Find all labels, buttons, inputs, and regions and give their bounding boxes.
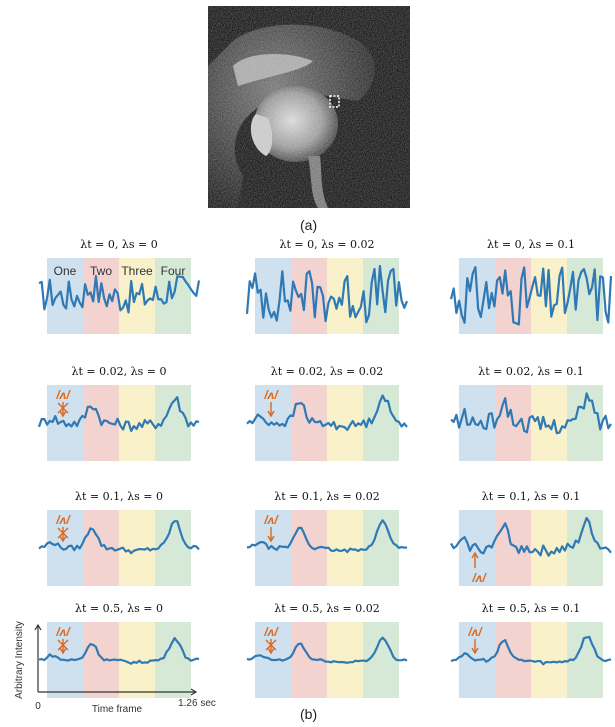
intensity-signal-line — [246, 636, 408, 664]
cross-icon — [57, 402, 69, 414]
panel-r4-c3: λt = 0.5, λs = 0.1/ʌ/ — [450, 602, 612, 698]
panel-title: λt = 0.1, λs = 0 — [75, 490, 163, 503]
intensity-signal-line — [37, 396, 200, 432]
segment-label-four: Four — [161, 264, 186, 278]
panel-title: λt = 0.5, λs = 0.02 — [274, 602, 379, 615]
panel-r1-c2: λt = 0, λs = 0.02 — [245, 238, 409, 334]
intensity-signal-line — [450, 516, 612, 557]
phoneme-annotation: /ʌ/ — [263, 513, 279, 527]
segment-band-3 — [119, 258, 155, 334]
intensity-signal-line — [38, 275, 201, 314]
segment-band-4 — [155, 385, 191, 461]
phoneme-annotation: /ʌ/ — [263, 625, 279, 639]
mri-image — [208, 6, 410, 208]
intensity-signal-line — [450, 392, 612, 435]
panel-title: λt = 0.5, λs = 0 — [75, 602, 163, 615]
segment-band-3 — [531, 622, 567, 698]
segment-band-2 — [291, 258, 327, 334]
phoneme-annotation: /ʌ/ — [55, 388, 71, 402]
panel-title: λt = 0.1, λs = 0.1 — [482, 490, 580, 503]
panel-title: λt = 0, λs = 0.1 — [487, 238, 575, 251]
panel-r1-c3: λt = 0, λs = 0.1 — [449, 238, 613, 334]
intensity-signal-line — [246, 519, 408, 554]
y-axis-arrow-icon — [34, 623, 42, 631]
panel-title: λt = 0, λs = 0 — [80, 238, 157, 251]
panel-r4-c2: λt = 0.5, λs = 0.02/ʌ/ — [246, 602, 408, 698]
cross-icon — [57, 527, 69, 539]
segment-band-3 — [531, 385, 567, 461]
panel-r3-c2: λt = 0.1, λs = 0.02/ʌ/ — [246, 490, 408, 586]
intensity-signal-line — [38, 637, 200, 665]
phoneme-annotation: /ʌ/ — [55, 625, 71, 639]
segment-label-one: One — [54, 264, 77, 278]
segment-label-two: Two — [90, 264, 112, 278]
panel-r3-c3: λt = 0.1, λs = 0.1/ʌ/ — [450, 490, 612, 586]
axis-group: Arbitrary Intensity Time frame 0 1.26 sec — [14, 621, 216, 715]
panel-r2-c3: λt = 0.02, λs = 0.1 — [450, 365, 612, 461]
panel-r2-c2: λt = 0.02, λs = 0.02/ʌ/ — [246, 365, 408, 461]
phoneme-annotation: /ʌ/ — [467, 625, 483, 639]
x-axis-arrow-icon — [190, 688, 198, 696]
x-axis-end-tick: 1.26 sec — [178, 698, 216, 709]
panel-title: λt = 0.02, λs = 0 — [72, 365, 167, 378]
y-axis-label: Arbitrary Intensity — [14, 621, 25, 699]
figure-label-a: (a) — [300, 217, 318, 233]
phoneme-annotation: /ʌ/ — [263, 388, 279, 402]
phoneme-annotation: /ʌ/ — [471, 571, 487, 585]
segment-band-1 — [459, 385, 495, 461]
segment-band-4 — [155, 622, 191, 698]
intensity-signal-line — [449, 266, 613, 326]
panel-r4-c1: λt = 0.5, λs = 0/ʌ/ — [38, 602, 200, 698]
panel-title: λt = 0.1, λs = 0.02 — [274, 490, 379, 503]
figure-label-b: (b) — [300, 706, 318, 722]
panel-title: λt = 0, λs = 0.02 — [280, 238, 375, 251]
segment-band-3 — [327, 510, 363, 586]
panel-title: λt = 0.02, λs = 0.02 — [271, 365, 383, 378]
intensity-signal-line — [246, 394, 408, 431]
segment-label-three: Three — [121, 264, 153, 278]
panel-r3-c1: λt = 0.1, λs = 0/ʌ/ — [38, 490, 200, 586]
segment-band-3 — [327, 258, 363, 334]
cross-icon — [265, 639, 277, 651]
segment-band-1 — [47, 510, 83, 586]
x-axis-start-tick: 0 — [35, 701, 41, 712]
panel-title: λt = 0.5, λs = 0.1 — [482, 602, 580, 615]
panel-r2-c1: λt = 0.02, λs = 0/ʌ/ — [37, 365, 200, 461]
cross-icon — [57, 639, 69, 651]
phoneme-annotation: /ʌ/ — [55, 513, 71, 527]
intensity-signal-line — [245, 264, 409, 324]
panel-title: λt = 0.02, λs = 0.1 — [478, 365, 583, 378]
x-axis-label: Time frame — [92, 704, 143, 715]
intensity-signal-line — [450, 635, 612, 666]
intensity-signal-line — [38, 520, 200, 555]
